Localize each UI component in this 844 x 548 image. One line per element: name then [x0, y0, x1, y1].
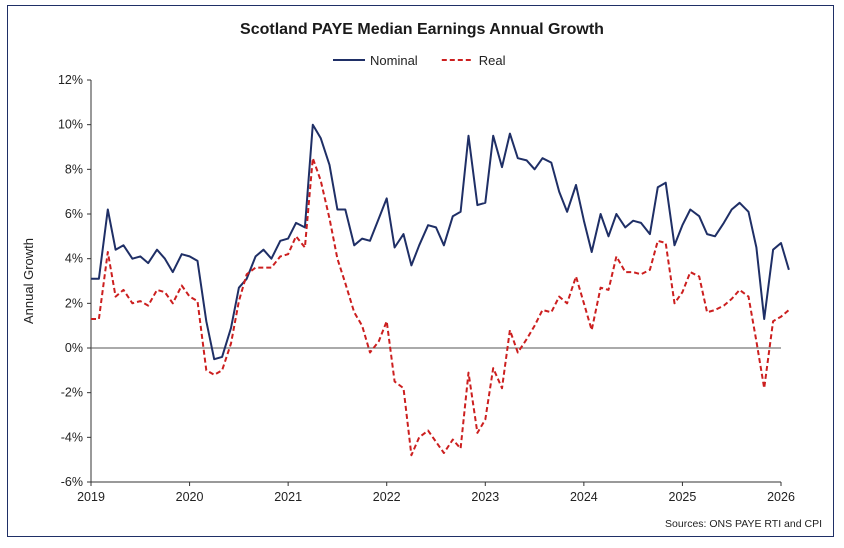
y-tick-label: 10%	[58, 118, 83, 132]
y-tick-label: 4%	[65, 252, 83, 266]
x-tick-label: 2022	[373, 490, 401, 504]
series-line-real	[91, 157, 790, 457]
x-tick-label: 2024	[570, 490, 598, 504]
y-tick-label: -6%	[61, 475, 83, 489]
x-tick-label: 2023	[471, 490, 499, 504]
y-tick-label: 8%	[65, 162, 83, 176]
x-tick-label: 2025	[669, 490, 697, 504]
x-tick-label: 2021	[274, 490, 302, 504]
y-tick-label: 12%	[58, 73, 83, 87]
series-layer	[91, 123, 790, 457]
x-tick-label: 2019	[77, 490, 105, 504]
chart-title: Scotland PAYE Median Earnings Annual Gro…	[240, 21, 604, 38]
x-axis: 2019 2020 2021 2022 2023 2024 2025 2026	[77, 347, 795, 504]
x-tick-label: 2020	[176, 490, 204, 504]
y-tick-label: 0%	[65, 341, 83, 355]
y-tick-label: 6%	[65, 207, 83, 221]
legend-label-nominal: Nominal	[370, 53, 418, 68]
chart-frame	[7, 5, 834, 537]
y-tick-label: -4%	[61, 430, 83, 444]
y-tick-label: -2%	[61, 386, 83, 400]
series-line-nominal	[91, 123, 790, 361]
legend-label-real: Real	[479, 53, 506, 68]
chart-source-note: Sources: ONS PAYE RTI and CPI	[665, 518, 822, 530]
y-axis: -6% -4% -2% 0% 2% 4% 6% 8% 10% 12% Annual Growth	[21, 73, 92, 489]
x-tick-label: 2026	[767, 490, 795, 504]
y-axis-label: Annual Growth	[21, 238, 36, 324]
y-tick-label: 2%	[65, 296, 83, 310]
chart-legend: Nominal Real	[333, 53, 506, 68]
